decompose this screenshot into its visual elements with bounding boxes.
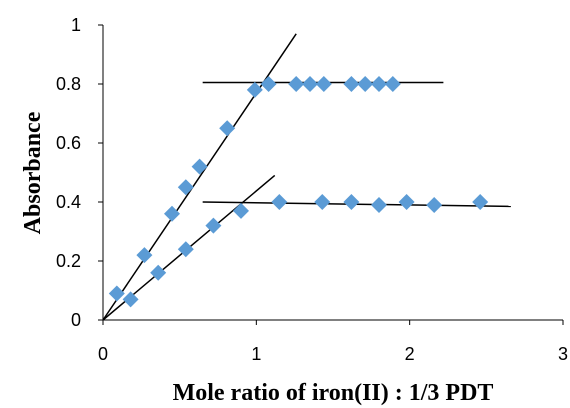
data-point-series-1 <box>136 247 153 264</box>
y-tick-label: 0.8 <box>56 74 81 94</box>
y-tick-label: 0.4 <box>56 192 81 212</box>
data-point-series-2 <box>426 196 443 213</box>
data-point-series-2 <box>398 194 415 210</box>
data-point-series-1 <box>357 76 374 92</box>
data-point-series-1 <box>219 120 236 137</box>
fit-lines <box>102 33 511 321</box>
data-point-series-1 <box>302 76 318 92</box>
data-point-series-1 <box>288 76 305 92</box>
data-point-series-1 <box>315 76 332 92</box>
data-point-series-2 <box>271 194 288 210</box>
data-point-series-1 <box>343 76 360 92</box>
data-point-series-2 <box>233 202 249 219</box>
y-tick-label: 0 <box>71 310 81 330</box>
data-point-series-1 <box>164 205 180 222</box>
data-point-series-1 <box>191 158 208 175</box>
y-tick-label: 1 <box>71 15 81 35</box>
x-tick-label: 3 <box>558 344 568 364</box>
data-point-series-2 <box>343 194 360 210</box>
data-point-series-2 <box>205 217 222 234</box>
y-tick-label: 0.6 <box>56 133 81 153</box>
x-tick-label: 0 <box>98 344 108 364</box>
data-point-series-2 <box>150 264 167 281</box>
data-point-series-1 <box>108 285 125 302</box>
x-tick-label: 1 <box>251 344 261 364</box>
data-point-series-1 <box>246 81 263 98</box>
data-point-series-2 <box>177 241 194 258</box>
trend-line <box>102 33 297 321</box>
data-point-series-2 <box>371 196 387 213</box>
x-tick-label: 2 <box>405 344 415 364</box>
data-point-series-2 <box>122 291 139 308</box>
y-tick-label: 0.2 <box>56 251 81 271</box>
data-point-series-1 <box>371 76 387 92</box>
markers <box>108 76 489 308</box>
data-point-series-2 <box>314 194 331 210</box>
data-point-series-1 <box>260 76 277 92</box>
axes: 0 0.2 0.4 0.6 0.8 1 0 1 2 3 <box>56 15 568 364</box>
data-point-series-2 <box>472 194 489 210</box>
data-point-series-1 <box>384 76 401 92</box>
y-axis-title: Absorbance <box>20 111 46 234</box>
data-point-series-1 <box>177 179 194 196</box>
x-axis-title: Mole ratio of iron(II) : 1/3 PDT <box>173 380 494 406</box>
